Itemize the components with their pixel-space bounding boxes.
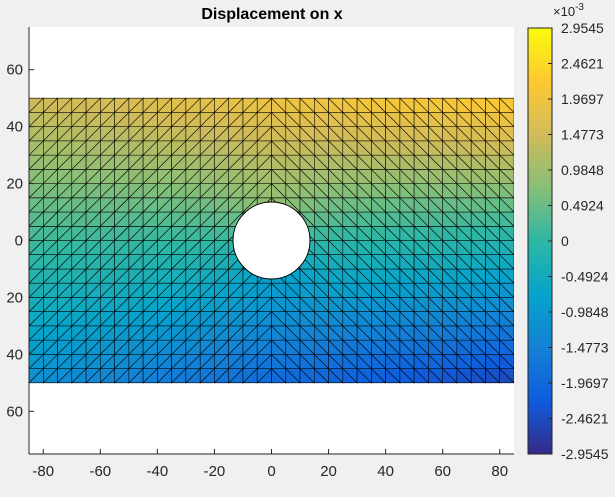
- x-tick-label: -60: [89, 463, 111, 480]
- mesh-cell: [71, 97, 87, 114]
- y-tick-label: 60: [6, 62, 23, 79]
- mesh-cell: [171, 97, 187, 114]
- colorbar-exponent-power: -3: [575, 2, 584, 13]
- x-tick-label: 60: [434, 463, 451, 480]
- y-tick-label: 40: [6, 119, 23, 136]
- x-tick-label: 0: [267, 463, 275, 480]
- y-tick-label: 60: [6, 403, 23, 420]
- y-tick-label: 20: [6, 289, 23, 306]
- x-tick-label: 80: [491, 463, 508, 480]
- colorbar-tick-label: -1.9697: [561, 375, 609, 391]
- mesh-cell: [256, 97, 273, 114]
- y-tick-label: 20: [6, 176, 23, 193]
- y-tick-label: 40: [6, 346, 23, 363]
- x-tick-label: -40: [147, 463, 169, 480]
- colorbar-tick-label: 2.9545: [561, 20, 604, 36]
- colorbar-ticks: 2.9545 2.4621 1.9697 1.4773 0.9848 0.4924 0 -0.…: [548, 20, 609, 462]
- colorbar-tick-label: -1.4773: [561, 340, 609, 356]
- colorbar-tick-label: -2.4621: [561, 411, 609, 427]
- x-tick-label: 20: [320, 463, 337, 480]
- mesh-cell: [214, 97, 230, 114]
- colorbar-tick-label: 2.4621: [561, 55, 604, 71]
- mesh-cell: [128, 97, 144, 114]
- plate-hole: [232, 201, 311, 280]
- plot-area: [29, 97, 514, 384]
- colorbar-exponent: ×10-3: [553, 2, 584, 19]
- mesh-cell: [57, 97, 73, 114]
- colorbar-tick-label: -0.9848: [561, 304, 609, 320]
- colorbar-exponent-base: ×10: [553, 4, 575, 19]
- x-tick-label: -80: [32, 463, 54, 480]
- mesh-cell: [100, 97, 116, 114]
- chart-title: Displacement on x: [201, 6, 342, 23]
- mesh-cell: [114, 97, 130, 114]
- y-tick-label: 0: [15, 233, 23, 250]
- mesh-cell: [85, 97, 101, 114]
- mesh-cell: [142, 97, 159, 114]
- colorbar-tick-label: -2.9545: [561, 446, 609, 462]
- colorbar-tick-label: 1.9697: [561, 91, 604, 107]
- colorbar-tick-label: 0: [561, 233, 569, 249]
- colorbar-tick-label: 0.4924: [561, 198, 604, 214]
- y-axis-ticks: 60 40 20 0 20 40 60: [6, 62, 34, 420]
- colorbar-tick-label: -0.4924: [561, 268, 609, 284]
- colorbar-tick-label: 0.9848: [561, 162, 604, 178]
- mesh-cell: [228, 97, 244, 114]
- mesh-cell: [29, 97, 44, 113]
- colorbar-tick-label: 1.4773: [561, 126, 604, 142]
- mesh-cells: [29, 97, 514, 384]
- mesh-cell: [185, 97, 201, 114]
- mesh-cell: [157, 97, 173, 114]
- x-tick-label: 40: [377, 463, 394, 480]
- mesh-cell: [499, 97, 514, 113]
- mesh-cell: [199, 97, 216, 114]
- x-axis-ticks: -80 -60 -40 -20 0 20 40 60 80: [32, 449, 508, 480]
- mesh-cell: [242, 97, 258, 114]
- x-tick-label: -20: [204, 463, 226, 480]
- mesh-cell: [43, 97, 59, 114]
